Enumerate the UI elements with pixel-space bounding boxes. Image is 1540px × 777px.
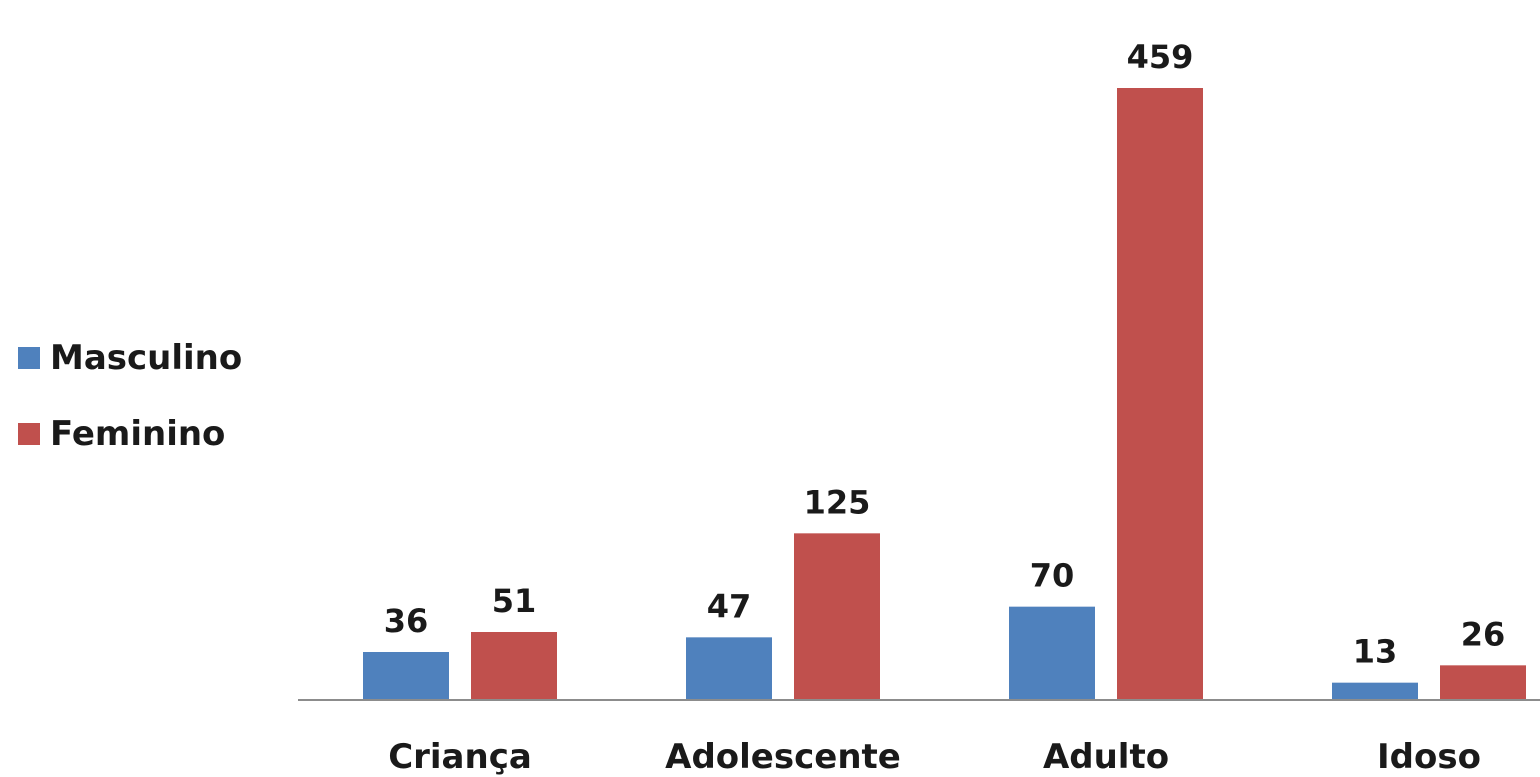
bars-group [363,88,1526,700]
bar-feminino-2 [1117,88,1203,700]
x-tick-label-1: Adolescente [665,737,901,777]
bar-feminino-3 [1440,665,1526,700]
data-label-masculino-0: 36 [384,602,429,640]
x-tick-label-2: Adulto [1043,737,1169,777]
bar-masculino-0 [363,652,449,700]
x-tick-label-3: Idoso [1377,737,1481,777]
data-label-masculino-3: 13 [1353,633,1398,671]
legend-label-feminino: Feminino [50,414,226,454]
bar-feminino-1 [794,533,880,700]
legend-swatch-masculino [18,347,40,369]
data-label-masculino-2: 70 [1030,557,1075,595]
data-label-feminino-2: 459 [1127,38,1194,76]
legend: Masculino Feminino [18,332,242,484]
legend-swatch-feminino [18,423,40,445]
legend-item-feminino: Feminino [18,408,242,460]
data-label-feminino-0: 51 [492,582,537,620]
data-labels-group: 36 51 47 125 70 459 13 26 [384,38,1506,671]
legend-label-masculino: Masculino [50,338,243,378]
data-label-masculino-1: 47 [707,587,752,625]
x-axis-ticks-group: Criança Adolescente Adulto Idoso [388,737,1481,777]
bar-feminino-0 [471,632,557,700]
bar-masculino-2 [1009,606,1095,700]
data-label-feminino-3: 26 [1461,615,1506,653]
bar-masculino-3 [1332,682,1418,700]
legend-item-masculino: Masculino [18,332,242,384]
data-label-feminino-1: 125 [804,483,871,521]
x-tick-label-0: Criança [388,737,532,777]
bar-masculino-1 [686,637,772,700]
